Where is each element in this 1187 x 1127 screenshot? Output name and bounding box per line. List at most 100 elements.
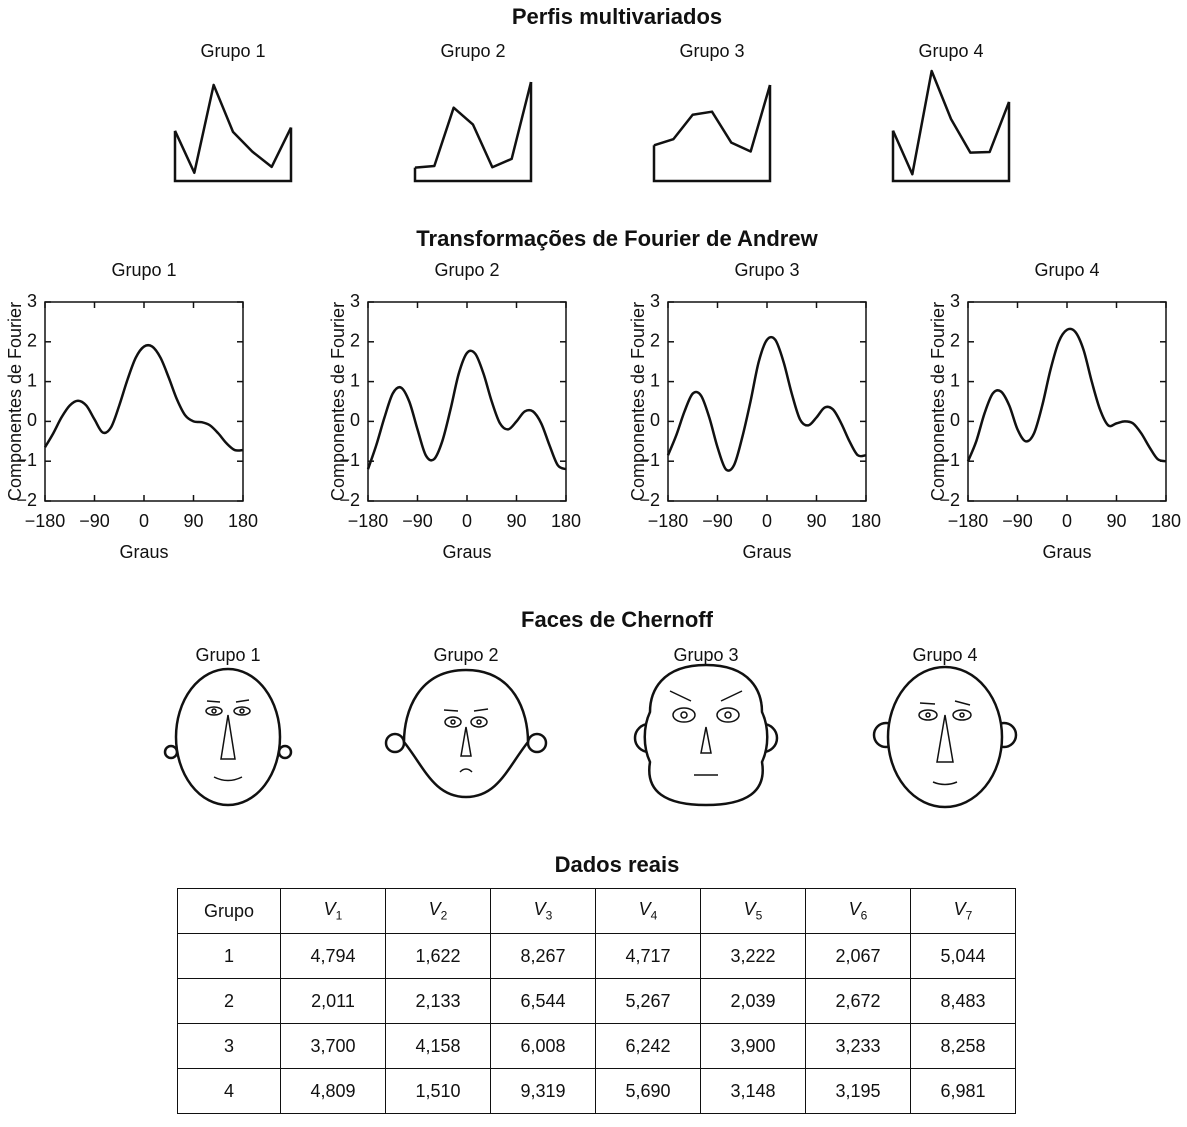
chart-title: Grupo 1 bbox=[111, 260, 176, 280]
table-cell: 3 bbox=[177, 1023, 281, 1069]
header-cell: V7 bbox=[910, 888, 1016, 934]
andrews-curve bbox=[666, 335, 867, 472]
table-cell: 6,242 bbox=[595, 1023, 701, 1069]
face-title: Grupo 2 bbox=[433, 645, 498, 665]
header-row: Grupo V1 V2 V3 V4 V5 V6 V7 bbox=[177, 888, 1016, 934]
x-tick-label: −180 bbox=[25, 511, 66, 531]
face-part bbox=[526, 732, 548, 754]
table-cell: 6,981 bbox=[910, 1068, 1016, 1114]
profile-frame bbox=[413, 82, 533, 183]
header-text: V bbox=[743, 899, 756, 920]
y-tick-label: −2 bbox=[339, 490, 360, 510]
x-tick-label: 0 bbox=[462, 511, 472, 531]
table-cell: 2 bbox=[177, 978, 281, 1024]
table-cell: 1,510 bbox=[385, 1068, 491, 1114]
table-row: 2 2,011 2,133 6,544 5,267 2,039 2,672 8,483 bbox=[177, 978, 1016, 1024]
face-part bbox=[936, 714, 954, 763]
header-sub: 7 bbox=[965, 908, 973, 923]
table-cell: 4,158 bbox=[385, 1023, 491, 1069]
face-part bbox=[384, 732, 406, 754]
y-tick-label: −2 bbox=[939, 490, 960, 510]
section-title: Transformações de Fourier de Andrew bbox=[416, 226, 818, 251]
face-part bbox=[724, 711, 732, 719]
x-tick-label: 180 bbox=[551, 511, 581, 531]
table-cell: 2,011 bbox=[280, 978, 386, 1024]
y-tick-label: 1 bbox=[950, 370, 960, 390]
y-tick-label: 3 bbox=[27, 291, 37, 311]
table-row: 1 4,794 1,622 8,267 4,717 3,222 2,067 5,044 bbox=[177, 933, 1016, 979]
x-tick-label: −90 bbox=[1002, 511, 1033, 531]
face-part bbox=[163, 744, 179, 760]
x-tick-label: 180 bbox=[1151, 511, 1181, 531]
x-tick-label: 0 bbox=[1062, 511, 1072, 531]
profile-title: Grupo 1 bbox=[200, 41, 265, 61]
table-row: 4 4,809 1,510 9,319 5,690 3,148 3,195 6,981 bbox=[177, 1068, 1016, 1114]
y-axis-label: Componentes de Fourier bbox=[628, 302, 648, 501]
table-cell: 2,133 bbox=[385, 978, 491, 1024]
table-cell: 3,233 bbox=[805, 1023, 911, 1069]
table-cell: 3,195 bbox=[805, 1068, 911, 1114]
y-tick-label: 0 bbox=[950, 410, 960, 430]
face-title: Grupo 4 bbox=[912, 645, 977, 665]
x-tick-label: 0 bbox=[139, 511, 149, 531]
x-tick-label: 180 bbox=[228, 511, 258, 531]
face-part bbox=[239, 708, 245, 714]
section-title: Faces de Chernoff bbox=[521, 607, 714, 632]
table-cell: 2,067 bbox=[805, 933, 911, 979]
x-axis-label: Graus bbox=[119, 542, 168, 562]
profile-title: Grupo 4 bbox=[918, 41, 983, 61]
profile-frame bbox=[891, 101, 1011, 183]
face bbox=[633, 663, 779, 807]
x-tick-label: −180 bbox=[348, 511, 389, 531]
chart-title: Grupo 2 bbox=[434, 260, 499, 280]
x-axis-label: Graus bbox=[1042, 542, 1091, 562]
x-tick-label: 0 bbox=[762, 511, 772, 531]
y-tick-label: 2 bbox=[650, 331, 660, 351]
plot-frame bbox=[367, 301, 567, 502]
header-text: V bbox=[953, 899, 966, 920]
x-axis-label: Graus bbox=[442, 542, 491, 562]
x-tick-label: −180 bbox=[648, 511, 689, 531]
x-tick-label: −90 bbox=[79, 511, 110, 531]
plot-frame bbox=[667, 301, 867, 502]
x-tick-label: −180 bbox=[948, 511, 989, 531]
x-tick-label: 90 bbox=[806, 511, 826, 531]
face-part bbox=[211, 708, 217, 714]
table-cell: 8,267 bbox=[490, 933, 596, 979]
face-part bbox=[919, 700, 971, 706]
header-cell: V5 bbox=[700, 888, 806, 934]
table-cell: 6,008 bbox=[490, 1023, 596, 1069]
section-title: Dados reais bbox=[555, 852, 680, 877]
profile-line bbox=[173, 83, 293, 175]
face-part bbox=[669, 690, 743, 702]
face bbox=[872, 665, 1018, 809]
face-part bbox=[680, 711, 688, 719]
chart-title: Grupo 3 bbox=[734, 260, 799, 280]
andrews-curve bbox=[43, 343, 244, 452]
face-part bbox=[277, 744, 293, 760]
header-cell: V2 bbox=[385, 888, 491, 934]
face-title: Grupo 1 bbox=[195, 645, 260, 665]
x-tick-label: −90 bbox=[702, 511, 733, 531]
table-cell: 4,794 bbox=[280, 933, 386, 979]
y-tick-label: 1 bbox=[350, 370, 360, 390]
header-cell: V4 bbox=[595, 888, 701, 934]
y-tick-label: 0 bbox=[350, 410, 360, 430]
face-part bbox=[450, 719, 456, 725]
x-tick-label: 180 bbox=[851, 511, 881, 531]
y-tick-label: −2 bbox=[16, 490, 37, 510]
face-part bbox=[700, 726, 712, 754]
x-axis-label: Graus bbox=[742, 542, 791, 562]
header-cell: V3 bbox=[490, 888, 596, 934]
table-body: Grupo V1 V2 V3 V4 V5 V6 V7 1 4,794 1,622 8,267 4,717… bbox=[177, 888, 1016, 1114]
y-tick-label: −1 bbox=[939, 450, 960, 470]
face bbox=[163, 667, 293, 807]
profile-title: Grupo 2 bbox=[440, 41, 505, 61]
table-cell: 5,690 bbox=[595, 1068, 701, 1114]
table-cell: 5,267 bbox=[595, 978, 701, 1024]
face bbox=[384, 668, 548, 799]
header-sub: 1 bbox=[335, 908, 343, 923]
header-sub: 3 bbox=[545, 908, 553, 923]
y-tick-label: 0 bbox=[27, 410, 37, 430]
profile-frame bbox=[652, 85, 772, 183]
